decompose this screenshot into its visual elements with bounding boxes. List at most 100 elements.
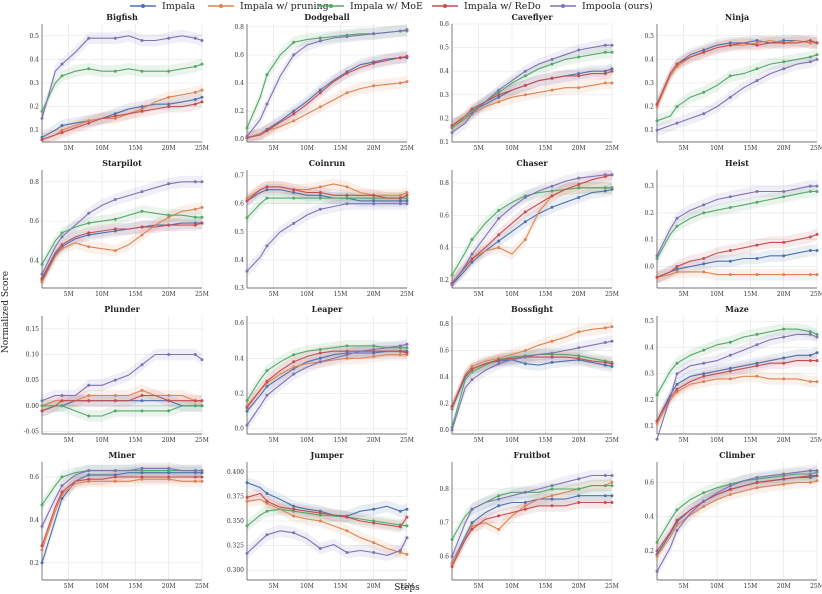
data-point (345, 356, 349, 360)
data-point (755, 200, 759, 204)
data-point (655, 119, 659, 123)
x-tick-label: 25M (810, 437, 822, 444)
series-band (247, 524, 407, 562)
data-point (372, 32, 376, 36)
data-point (808, 481, 812, 484)
data-point (728, 353, 732, 357)
x-tick-label: 10M (710, 145, 724, 152)
data-point (702, 257, 706, 260)
series-line (246, 492, 408, 528)
data-point (728, 249, 732, 252)
series-band (42, 217, 202, 285)
series-line (41, 96, 203, 138)
subplot-title: Ninja (725, 12, 749, 22)
data-point (318, 207, 322, 211)
y-tick-label: 0.2 (439, 277, 449, 284)
series-line (41, 181, 202, 275)
data-point (497, 239, 501, 243)
data-point (610, 474, 614, 477)
y-tick-label: -0.05 (24, 428, 40, 435)
data-point (603, 360, 607, 364)
data-point (655, 105, 659, 109)
data-point (603, 326, 607, 330)
series-band (42, 471, 202, 552)
data-point (755, 343, 759, 347)
x-tick-label: 10M (95, 437, 109, 444)
data-point (523, 490, 527, 494)
y-tick-label: 0.5 (644, 33, 654, 40)
series-line (41, 63, 203, 112)
data-point (40, 399, 44, 403)
subplot-maze: Maze 0.1 0.2 0.3 0.4 0.5 5M 10M 15M 20M 25M (644, 304, 822, 444)
subplot-heist: Heist 0.0 0.1 0.2 0.3 5M 10M 15M 20M 25M (644, 158, 822, 298)
data-point (245, 269, 249, 273)
x-tick-label: 25M (400, 437, 414, 444)
data-point (113, 479, 117, 483)
data-point (603, 501, 607, 504)
data-point (193, 353, 197, 356)
y-tick-label: 0.2 (644, 104, 654, 111)
data-point (497, 358, 501, 362)
legend-item: Impala (130, 1, 196, 12)
y-tick-label: 0.2 (644, 210, 654, 217)
x-tick-label: 20M (777, 583, 791, 590)
data-point (675, 267, 679, 271)
subplot-starpilot: Starpilot 0.4 0.6 0.8 5M 10M 15M 20M 25M (29, 158, 208, 298)
data-point (702, 374, 706, 378)
data-point (193, 469, 197, 473)
subplot-title: Maze (725, 304, 749, 314)
series-band (42, 464, 202, 511)
data-point (405, 342, 409, 346)
x-tick-label: 10M (95, 145, 109, 152)
data-point (497, 233, 501, 237)
data-point (675, 387, 679, 391)
x-tick-label: 15M (128, 583, 142, 590)
data-point (782, 240, 786, 244)
data-point (60, 235, 64, 239)
series-band (42, 389, 202, 417)
data-point (577, 48, 581, 52)
x-tick-label: 5M (474, 583, 484, 590)
data-point (292, 531, 296, 535)
data-point (470, 527, 474, 531)
series-band (247, 178, 407, 204)
series-band (247, 75, 407, 142)
data-point (87, 469, 91, 473)
data-point (140, 233, 144, 237)
data-point (245, 126, 249, 130)
series-band (42, 384, 202, 412)
x-tick-label: 5M (269, 437, 279, 444)
data-point (610, 325, 614, 329)
x-tick-label: 20M (162, 583, 176, 590)
series-band (247, 50, 407, 142)
data-point (113, 114, 117, 118)
y-tick-label: 0.5 (439, 45, 449, 52)
data-point (450, 273, 454, 277)
data-point (318, 88, 322, 92)
data-point (675, 121, 679, 125)
series-line (656, 480, 818, 557)
data-point (470, 107, 474, 111)
data-point (728, 74, 732, 78)
data-point (755, 190, 759, 193)
data-point (755, 486, 759, 490)
data-point (140, 107, 144, 111)
x-tick-label: 5M (64, 437, 74, 444)
subplot-bossfight: Bossfight 0.0 0.2 0.4 0.6 0.8 5M 10M 15M 20M 25M (439, 304, 618, 444)
data-point (675, 518, 679, 522)
data-point (345, 35, 349, 39)
data-point (728, 366, 732, 370)
data-point (140, 225, 144, 229)
series-band (452, 65, 612, 132)
data-point (345, 71, 349, 75)
data-point (603, 189, 607, 193)
data-point (405, 515, 409, 519)
series-line (451, 495, 612, 564)
data-point (550, 504, 554, 508)
data-point (450, 554, 454, 558)
x-tick-label: 25M (605, 145, 619, 152)
data-point (815, 474, 819, 478)
data-point (523, 501, 527, 504)
x-tick-label: 10M (505, 583, 519, 590)
y-tick-label: 0.8 (29, 179, 39, 186)
